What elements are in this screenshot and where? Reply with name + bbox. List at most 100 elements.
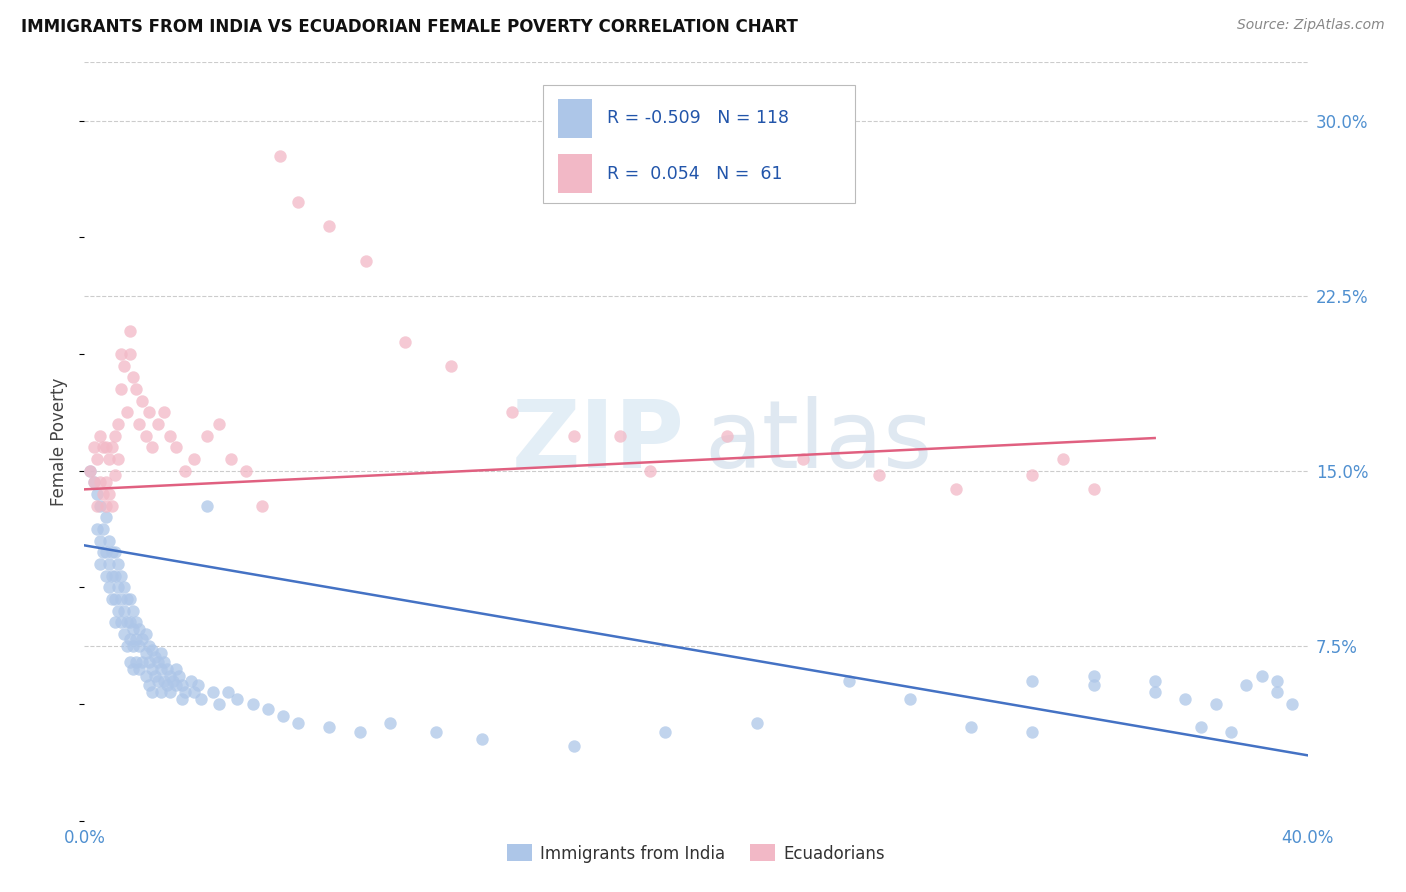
Point [122,662,145,676]
Point [208,417,231,431]
Point [125,655,148,669]
Point [89,533,111,548]
Point [425,725,447,739]
Point [94,545,117,559]
Point [183,452,205,467]
Point [1250,669,1272,683]
Point [235,464,257,478]
Point [125,632,148,646]
Point [609,428,631,442]
Point [898,692,921,706]
Text: R = -0.509   N = 118: R = -0.509 N = 118 [606,110,789,128]
Point [101,568,124,582]
Point [153,405,176,419]
Point [747,715,769,730]
Point [115,405,138,419]
Point [104,568,127,582]
Point [104,592,127,607]
Point [120,655,142,669]
Point [162,673,184,688]
Point [174,685,197,699]
Point [128,662,150,676]
Point [1281,697,1303,711]
Text: atlas: atlas [704,395,932,488]
Point [180,673,202,688]
Point [115,615,138,630]
Point [128,417,150,431]
Point [186,678,208,692]
Point [638,464,661,478]
Point [97,452,120,467]
Point [159,669,181,683]
Point [91,545,114,559]
Point [1083,669,1105,683]
Point [86,499,108,513]
Point [190,692,212,706]
Point [165,662,187,676]
Point [172,678,194,692]
Point [104,615,127,630]
Point [562,739,585,753]
Point [141,685,163,699]
Point [394,335,416,350]
Point [153,673,176,688]
Point [89,428,111,442]
Point [156,662,179,676]
Point [79,464,101,478]
Point [107,557,129,571]
Point [110,347,132,361]
Point [83,475,105,490]
Point [107,452,129,467]
Point [219,452,242,467]
Point [104,428,127,442]
Point [165,441,187,455]
Point [135,669,157,683]
Point [83,475,105,490]
Point [104,468,127,483]
Point [89,475,111,490]
Point [153,655,176,669]
Point [1021,468,1043,483]
Point [159,428,181,442]
Point [89,557,111,571]
Point [94,499,117,513]
Point [138,405,160,419]
Point [250,499,273,513]
Point [79,464,101,478]
Point [89,499,111,513]
Point [960,720,983,734]
Point [94,441,117,455]
Point [654,725,676,739]
Point [135,627,157,641]
Point [380,715,402,730]
Point [138,678,160,692]
Point [287,195,309,210]
Point [101,592,124,607]
Point [94,568,117,582]
Point [135,428,157,442]
Point [471,731,494,746]
Point [201,685,224,699]
Point [110,592,132,607]
Point [112,604,135,618]
Point [354,253,377,268]
Text: Source: ZipAtlas.com: Source: ZipAtlas.com [1237,18,1385,32]
Point [97,557,120,571]
Point [440,359,463,373]
Point [125,615,148,630]
Point [86,452,108,467]
Point [83,441,105,455]
Point [562,428,585,442]
Point [716,428,738,442]
Point [1143,685,1166,699]
Point [94,475,117,490]
Point [120,592,142,607]
Point [838,673,860,688]
Point [271,708,294,723]
Point [141,643,163,657]
Point [101,499,124,513]
Point [141,441,163,455]
Point [1021,725,1043,739]
FancyBboxPatch shape [558,154,592,194]
Point [122,623,145,637]
